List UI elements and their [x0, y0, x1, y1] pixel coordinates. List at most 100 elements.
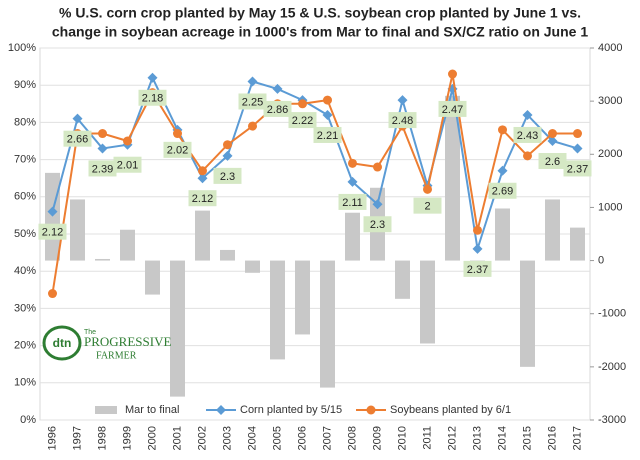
data-label-text: 2.3 — [220, 171, 235, 183]
data-label: 2 — [413, 197, 442, 214]
data-label-text: 2 — [424, 201, 430, 213]
bar — [45, 172, 60, 261]
data-label: 2.12 — [38, 223, 67, 240]
x-tick-label: 2015 — [521, 426, 533, 450]
logo-brand: dtn — [53, 336, 72, 350]
chart-subtitle: change in soybean acreage in 1000's from… — [52, 24, 588, 40]
logo-text: PROGRESSIVE — [84, 334, 171, 349]
x-tick-label: 2008 — [346, 426, 358, 450]
marker — [72, 113, 83, 124]
marker — [123, 136, 132, 146]
y-tick-label: 60% — [14, 191, 36, 203]
data-label-box — [438, 100, 467, 117]
marker — [322, 109, 333, 120]
data-label-text: 2.11 — [342, 197, 363, 209]
data-label-box — [63, 130, 92, 147]
bar — [295, 260, 310, 335]
data-label: 2.69 — [488, 182, 517, 199]
bar — [520, 260, 535, 367]
marker — [197, 173, 208, 184]
y-tick-label: 80% — [14, 116, 36, 128]
data-label-box — [88, 160, 117, 177]
marker — [373, 162, 382, 172]
bar — [345, 212, 360, 261]
marker — [548, 129, 557, 139]
data-label: 2.37 — [563, 160, 592, 177]
data-label-text: 2.21 — [317, 130, 338, 142]
data-label-text: 2.12 — [192, 193, 213, 205]
data-label: 2.6 — [538, 153, 567, 169]
marker — [47, 206, 58, 217]
x-tick-label: 2005 — [271, 426, 283, 450]
y2-tick-label: -1000 — [598, 308, 626, 320]
marker — [372, 199, 383, 210]
bar — [270, 260, 285, 360]
bar — [495, 208, 510, 261]
x-tick-label: 2000 — [146, 426, 158, 450]
data-label-text: 2.48 — [392, 115, 413, 127]
bar — [220, 249, 235, 261]
marker — [547, 136, 558, 146]
bar — [170, 260, 185, 397]
bar — [195, 210, 210, 261]
data-label-box — [338, 193, 367, 210]
data-label: 2.86 — [263, 100, 292, 117]
bar — [95, 258, 110, 261]
y2-tick-label: 0 — [598, 254, 604, 266]
x-tick-label: 2012 — [446, 426, 458, 450]
marker — [472, 243, 483, 254]
marker — [423, 184, 432, 194]
line — [51, 75, 578, 250]
data-label-box — [363, 216, 392, 233]
data-label: 2.3 — [363, 216, 392, 233]
data-label: 2.47 — [438, 100, 467, 117]
data-label-box — [138, 89, 167, 106]
data-label-text: 2.69 — [492, 186, 513, 198]
data-label-box — [413, 197, 442, 214]
bar — [445, 95, 460, 261]
marker — [572, 143, 583, 154]
marker — [97, 143, 108, 154]
y-tick-label: 40% — [14, 265, 36, 277]
x-tick-label: 1999 — [121, 426, 133, 450]
y2-tick-label: 1000 — [598, 201, 622, 213]
data-label-box — [313, 126, 342, 143]
data-label-text: 2.02 — [167, 145, 188, 157]
y2-tick-label: 3000 — [598, 95, 622, 107]
data-label-text: 2.66 — [67, 134, 88, 146]
data-label-text: 2.47 — [442, 104, 463, 116]
y2-tick-label: 2000 — [598, 148, 622, 160]
x-tick-label: 2006 — [296, 426, 308, 450]
bar — [70, 199, 85, 261]
data-label-box — [163, 141, 192, 158]
data-label-box — [238, 93, 267, 110]
marker — [147, 72, 158, 83]
marker — [497, 165, 508, 176]
marker — [247, 76, 258, 87]
marker — [173, 129, 182, 139]
data-label: 2.43 — [513, 126, 542, 143]
data-label-box — [263, 100, 292, 117]
data-label-box — [188, 190, 217, 207]
data-label-text: 2.86 — [267, 104, 288, 116]
x-tick-label: 2014 — [496, 426, 508, 450]
data-label: 2.48 — [388, 112, 417, 129]
x-tick-label: 2013 — [471, 426, 483, 450]
bar — [570, 227, 585, 261]
data-label-box — [563, 160, 592, 177]
data-label-text: 2.01 — [117, 160, 138, 172]
data-label-text: 2.37 — [567, 163, 588, 175]
marker — [248, 121, 257, 131]
data-label-text: 2.37 — [467, 264, 488, 276]
data-label: 2.18 — [138, 89, 167, 106]
legend-swatch — [95, 406, 117, 414]
line — [51, 73, 578, 294]
x-tick-label: 2010 — [396, 426, 408, 450]
marker — [523, 151, 532, 161]
data-label-box — [388, 112, 417, 129]
y-tick-label: 70% — [14, 154, 36, 166]
marker — [573, 129, 582, 139]
marker — [223, 140, 232, 150]
data-label-text: 2.12 — [42, 227, 63, 239]
bar — [120, 229, 135, 261]
